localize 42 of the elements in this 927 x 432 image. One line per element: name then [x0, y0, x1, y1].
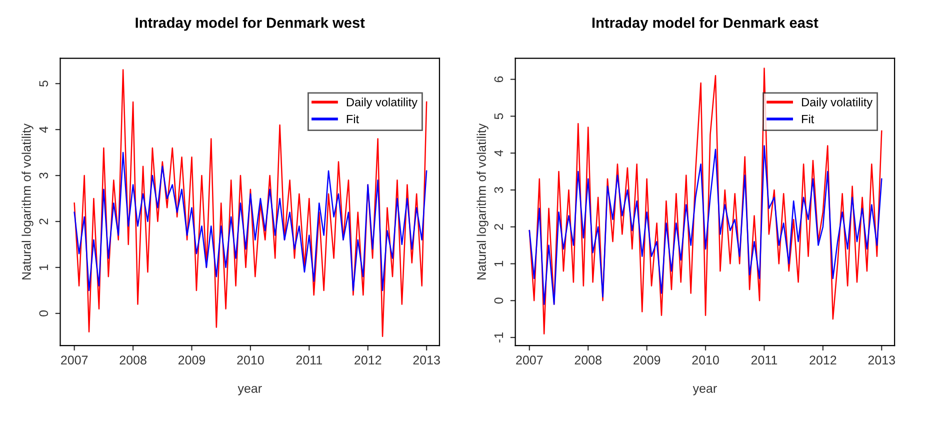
x-tick-label: 2010	[692, 356, 719, 365]
x-axis-title: year	[692, 386, 717, 396]
legend-label: Daily volatility	[802, 98, 873, 109]
legend-label: Daily volatility	[346, 98, 418, 109]
x-tick-label: 2009	[178, 356, 206, 365]
y-tick-label: 3	[39, 172, 48, 179]
x-tick-label: 2010	[237, 356, 264, 365]
x-tick-label: 2009	[634, 356, 660, 365]
y-axis-title: Natural logarithm of volatility	[476, 123, 488, 280]
y-tick-label: 2	[39, 218, 48, 224]
x-tick-label: 2008	[574, 356, 602, 365]
x-tick-label: 2012	[354, 356, 382, 365]
x-tick-label: 2011	[296, 356, 322, 365]
y-tick-label: 2	[494, 224, 504, 230]
x-tick-label: 2013	[868, 356, 895, 365]
y-tick-label: 4	[39, 126, 48, 133]
y-tick-label: 4	[494, 150, 504, 156]
y-tick-label: 1	[494, 260, 504, 266]
y-tick-label: -1	[494, 332, 504, 342]
x-tick-label: 2007	[61, 356, 88, 365]
x-tick-label: 2011	[751, 356, 778, 365]
y-tick-label: 3	[494, 187, 504, 193]
line-series	[528, 68, 882, 334]
x-tick-label: 2008	[120, 356, 146, 365]
line-series	[74, 69, 428, 338]
y-tick-label: 0	[494, 298, 504, 304]
y-tick-label: 6	[494, 76, 504, 82]
legend-label: Fit	[346, 114, 359, 124]
y-tick-label: 5	[494, 113, 504, 120]
x-tick-label: 2007	[516, 356, 543, 365]
x-axis-title: year	[238, 386, 262, 396]
chart-title: Intraday model for Denmark east	[592, 17, 818, 31]
legend-label: Fit	[802, 114, 814, 124]
chart-title: Intraday model for Denmark west	[136, 17, 365, 31]
y-axis-title: Natural logarithm of volatility	[22, 123, 34, 280]
x-tick-label: 2012	[810, 356, 836, 365]
x-tick-label: 2013	[413, 356, 440, 365]
y-tick-label: 5	[39, 80, 48, 87]
y-tick-label: 0	[39, 310, 48, 316]
line-series	[74, 152, 428, 292]
line-series	[528, 145, 882, 305]
y-tick-label: 1	[39, 264, 48, 270]
